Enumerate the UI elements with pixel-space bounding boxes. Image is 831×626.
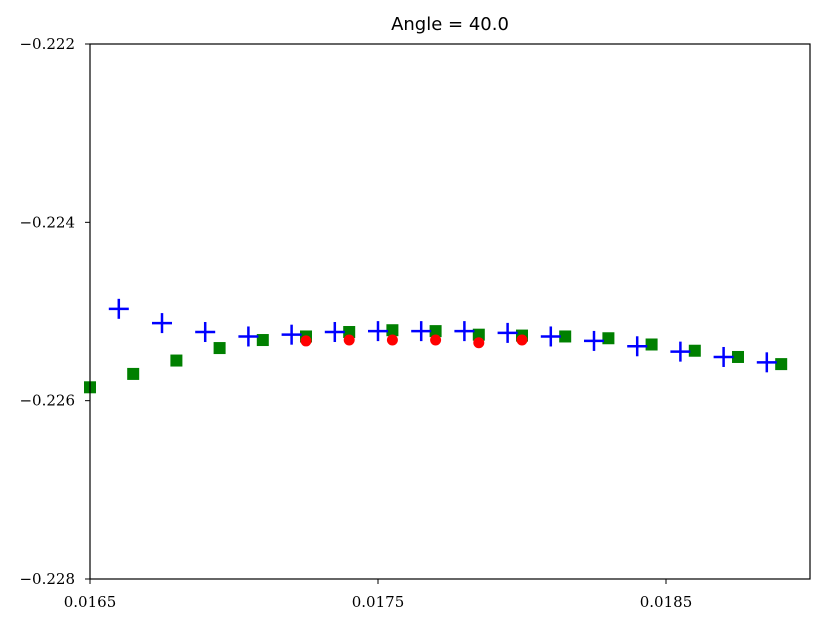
square-marker xyxy=(559,330,572,343)
y-tick-label: −0.222 xyxy=(19,35,75,53)
square-marker xyxy=(256,334,269,347)
square-marker xyxy=(688,344,701,357)
circle-marker xyxy=(473,337,485,349)
plus-marker xyxy=(238,326,259,347)
plus-marker xyxy=(108,298,129,319)
x-tick-label: 0.0165 xyxy=(64,593,117,611)
data-markers xyxy=(84,298,788,394)
x-tick-label: 0.0175 xyxy=(352,593,405,611)
circle-marker xyxy=(343,334,355,346)
plus-marker xyxy=(324,322,345,343)
plus-marker xyxy=(368,321,388,342)
plus-marker xyxy=(670,341,691,362)
square-marker xyxy=(472,328,485,341)
plus-marker xyxy=(627,336,648,357)
square-marker xyxy=(429,325,442,338)
y-tick-label: −0.228 xyxy=(19,570,75,588)
x-tick-label: 0.0185 xyxy=(640,593,693,611)
y-tick-label: −0.224 xyxy=(19,213,75,231)
plus-marker xyxy=(540,326,561,347)
plus-marker xyxy=(152,313,172,334)
y-tick-label: −0.226 xyxy=(19,392,75,410)
plus-marker xyxy=(756,352,777,373)
plus-marker xyxy=(713,346,734,367)
circle-marker xyxy=(430,334,442,346)
circle-marker xyxy=(300,335,312,347)
plus-marker xyxy=(411,321,432,342)
square-marker xyxy=(386,324,399,337)
plot-frame xyxy=(89,43,811,580)
square-marker xyxy=(127,367,140,380)
plus-marker xyxy=(454,321,475,342)
square-marker xyxy=(775,358,788,371)
plus-marker xyxy=(497,322,518,343)
circle-marker xyxy=(386,334,398,346)
chart-title: Angle = 40.0 xyxy=(391,14,509,35)
x-axis: 0.0165 0.0175 0.0185 xyxy=(64,579,693,611)
square-marker xyxy=(213,342,226,355)
plus-marker xyxy=(584,330,604,351)
circle-marker xyxy=(516,334,528,346)
square-marker xyxy=(170,354,183,367)
plus-marker xyxy=(281,324,302,345)
plus-marker xyxy=(195,322,216,343)
square-marker xyxy=(343,326,356,339)
square-marker xyxy=(732,350,744,363)
square-marker xyxy=(645,338,658,351)
y-axis: −0.228 −0.226 −0.224 −0.222 xyxy=(19,35,90,588)
square-marker xyxy=(602,332,615,345)
